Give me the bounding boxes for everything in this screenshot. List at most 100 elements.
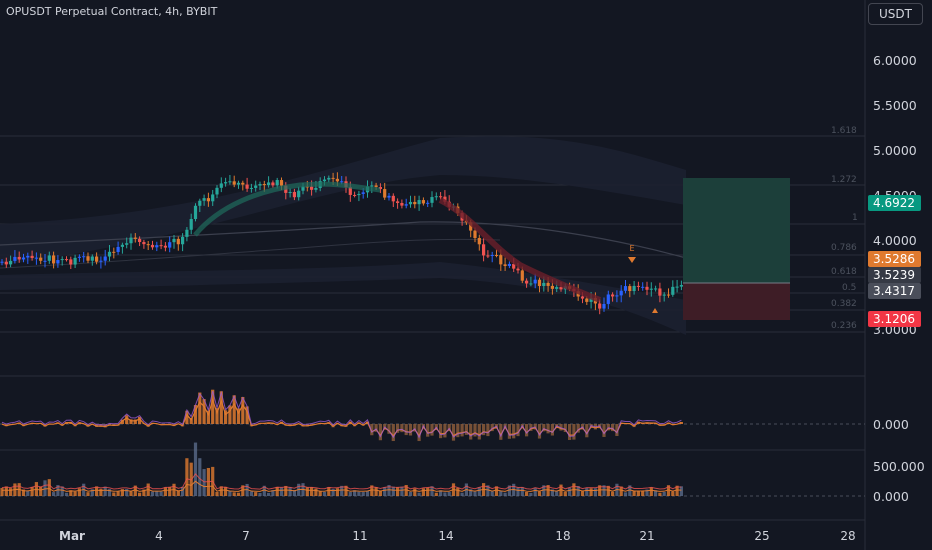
- candle-body: [120, 244, 124, 247]
- volume-bar: [658, 492, 662, 496]
- take-profit-tag: 4.6922: [868, 195, 921, 211]
- candle-body: [13, 256, 17, 261]
- volume-bar: [641, 490, 645, 496]
- candle-body: [434, 196, 438, 198]
- volume-bar: [559, 484, 563, 496]
- macd-bar: [185, 410, 189, 424]
- candle-body: [30, 255, 34, 259]
- volume-bar: [327, 487, 331, 496]
- macd-bar: [529, 424, 533, 431]
- candle-body: [314, 187, 318, 190]
- candle-body: [636, 285, 640, 287]
- volume-bar: [69, 490, 73, 496]
- volume-bar: [64, 492, 69, 496]
- volume-bar: [473, 491, 477, 496]
- fib-label: 0.382: [831, 299, 857, 309]
- candle-body: [327, 177, 331, 180]
- candle-body: [421, 200, 425, 204]
- volume-bar: [460, 492, 464, 496]
- volume-bar: [138, 492, 142, 496]
- candle-body: [258, 184, 262, 186]
- macd-bar: [559, 424, 563, 431]
- candle-body: [60, 259, 64, 261]
- macd-bar: [198, 392, 202, 424]
- volume-bar: [155, 491, 159, 496]
- volume-bar: [679, 486, 683, 496]
- volume-bar: [21, 489, 26, 496]
- fib-label: 1.618: [831, 126, 857, 136]
- macd-bar: [120, 419, 124, 424]
- candle-body: [602, 303, 606, 309]
- volume-bar: [288, 487, 292, 496]
- macd-bar: [129, 419, 133, 424]
- macd-bar: [443, 424, 447, 438]
- volume-bar: [456, 487, 460, 496]
- candle-body: [357, 193, 361, 196]
- volume-bar: [675, 485, 679, 496]
- price-tick: 4.0000: [873, 233, 917, 248]
- candle-body: [77, 256, 81, 258]
- macd-bar: [202, 399, 206, 424]
- volume-bar: [198, 458, 202, 496]
- currency-selector[interactable]: USDT: [868, 3, 923, 25]
- volume-bar: [585, 488, 589, 496]
- volume-bar: [116, 491, 120, 496]
- volume-bar: [228, 490, 232, 496]
- volume-bar: [185, 458, 189, 496]
- volume-bar: [654, 490, 658, 496]
- macd-bar: [426, 424, 430, 437]
- candle-body: [628, 286, 632, 292]
- volume-bar: [598, 485, 602, 496]
- macd-bar: [585, 424, 589, 438]
- macd-bar: [417, 424, 421, 442]
- macd-bar: [550, 424, 554, 436]
- candle-body: [155, 245, 159, 248]
- candle-body: [387, 195, 391, 198]
- candle-body: [26, 255, 30, 258]
- volume-bar: [593, 488, 597, 496]
- macd-bar: [568, 424, 572, 440]
- candle-body: [404, 204, 408, 206]
- volume-bar: [499, 490, 503, 496]
- volume-axis-top: 500.000: [873, 459, 925, 474]
- volume-bar: [176, 490, 180, 496]
- volume-bar: [107, 489, 112, 496]
- long-position-loss-zone[interactable]: [683, 283, 790, 320]
- macd-bar: [206, 410, 210, 424]
- macd-bar: [546, 424, 550, 434]
- candle-body: [490, 255, 494, 257]
- macd-bar: [512, 424, 516, 439]
- volume-ma-line-2: [1, 480, 682, 492]
- volume-bar: [602, 485, 606, 496]
- volume-bar: [125, 489, 129, 496]
- triangle-down-icon: [628, 257, 636, 263]
- candle-body: [348, 187, 352, 195]
- volume-bar: [344, 485, 348, 496]
- macd-bar: [224, 410, 228, 424]
- candle-body: [370, 185, 374, 187]
- candle-body: [396, 201, 400, 203]
- candle-body: [90, 256, 94, 261]
- candle-body: [4, 261, 8, 265]
- volume-bar: [232, 492, 236, 496]
- volume-bar: [77, 488, 81, 496]
- volume-bar: [219, 486, 223, 496]
- candle-body: [520, 270, 524, 281]
- candle-body: [507, 263, 511, 267]
- candle-body: [632, 285, 636, 292]
- candle-body: [219, 183, 223, 188]
- fib-label: 0.236: [831, 321, 857, 331]
- candle-body: [430, 197, 434, 203]
- long-position-profit-zone[interactable]: [683, 178, 790, 283]
- macd-axis-zero: 0.000: [873, 417, 909, 432]
- candle-body: [17, 256, 21, 260]
- candle-body: [73, 257, 77, 265]
- price-tick: 6.0000: [873, 53, 917, 68]
- volume-axis-zero: 0.000: [873, 489, 909, 504]
- marker-top-label: E: [629, 244, 634, 253]
- candle-body: [598, 303, 602, 309]
- volume-bar: [636, 491, 640, 496]
- candle-body: [129, 237, 133, 244]
- volume-bar: [193, 442, 198, 496]
